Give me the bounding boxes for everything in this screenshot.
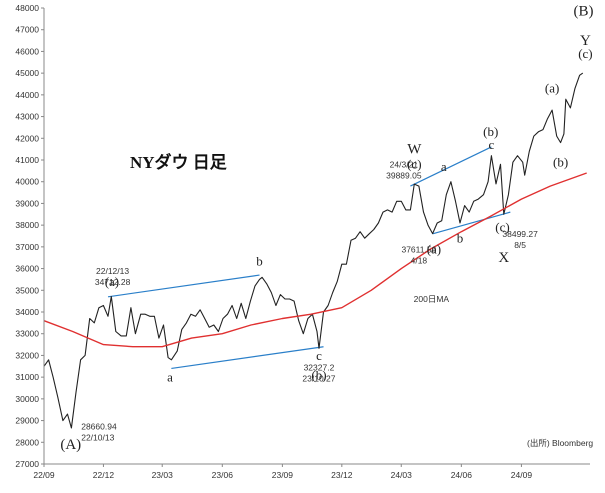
wave-Y: Y	[580, 33, 591, 49]
annotation-line: 32327.2	[304, 363, 335, 373]
date-high-2024: 24/3/21 39889.05	[386, 160, 422, 181]
wave-b-2023: b	[256, 253, 263, 268]
annotation-line: 24/3/21	[390, 160, 419, 170]
x-tick-label: 23/03	[152, 470, 174, 480]
y-tick-label: 34000	[15, 307, 39, 317]
x-tick-label: 22/09	[33, 470, 55, 480]
y-tick-label: 43000	[15, 112, 39, 122]
wave-c-2023: c	[316, 348, 322, 363]
channel-line	[171, 346, 324, 370]
annotation-line: 22/12/13	[96, 266, 129, 276]
wave-c-paren-x: (c)	[495, 220, 509, 235]
y-tick-label: 36000	[15, 264, 39, 274]
annotation-line: 34712.28	[95, 277, 131, 287]
y-tick-label: 33000	[15, 329, 39, 339]
y-tick-label: 27000	[15, 459, 39, 469]
y-tick-label: 29000	[15, 416, 39, 426]
y-tick-label: 38000	[15, 220, 39, 230]
date-high-2022: 22/12/13 34712.28	[95, 266, 131, 287]
series-layer	[43, 72, 587, 429]
x-tick-label: 24/03	[391, 470, 413, 480]
ma200-line	[43, 172, 587, 348]
y-tick-label: 41000	[15, 155, 39, 165]
wave-a-2024: a	[441, 159, 447, 174]
y-tick-label: 31000	[15, 372, 39, 382]
channel-line	[410, 146, 492, 187]
date-low-2022: 28660.94 22/10/13	[81, 421, 117, 442]
wave-c-paren-end: (c)	[578, 46, 592, 61]
y-tick-label: 37000	[15, 242, 39, 252]
y-tick-label: 30000	[15, 394, 39, 404]
wave-B: (B)	[573, 4, 593, 20]
x-tick-label: 24/06	[451, 470, 473, 480]
wave-X: X	[498, 250, 509, 266]
y-axis: 27000 28000 29000 30000 31000 32000 33000 34000…	[15, 3, 44, 469]
price-line	[43, 72, 584, 429]
date-low-2024-aug: 38499.27 8/5	[502, 229, 538, 250]
y-tick-label: 40000	[15, 177, 39, 187]
annotation-line: 4/18	[411, 255, 428, 265]
wave-a-2022: (a)	[105, 274, 119, 289]
y-tick-label: 46000	[15, 46, 39, 56]
wave-b-paren-2024: (b)	[483, 124, 498, 139]
y-tick-label: 35000	[15, 285, 39, 295]
wave-a-2023: a	[167, 369, 173, 384]
channel-line	[107, 274, 260, 298]
annotation-line: 8/5	[514, 240, 526, 250]
annotation-line: 28660.94	[81, 421, 117, 431]
x-axis: 22/09 22/12 23/03 23/06 23/09 23/12 24/03 24/06…	[33, 464, 532, 480]
trend-channels	[107, 146, 511, 370]
wave-W: W	[407, 141, 422, 157]
wave-b-paren: (b)	[311, 367, 326, 382]
date-low-2023: 32327.2 23/10/27	[302, 363, 335, 384]
wave-A: (A)	[60, 437, 81, 453]
y-tick-label: 47000	[15, 25, 39, 35]
y-tick-label: 32000	[15, 350, 39, 360]
wave-c-paren-w: (c)	[407, 157, 421, 172]
y-tick-label: 45000	[15, 68, 39, 78]
channel-line	[432, 211, 511, 235]
y-tick-label: 44000	[15, 90, 39, 100]
annotation-line: 23/10/27	[302, 374, 335, 384]
y-tick-label: 28000	[15, 437, 39, 447]
annotation-line: 22/10/13	[81, 432, 114, 442]
wave-b-2024: b	[457, 231, 464, 246]
y-tick-label: 42000	[15, 133, 39, 143]
date-low-2024-apr: 37611.56 4/18	[401, 244, 436, 265]
wave-b-paren-oct: (b)	[553, 155, 568, 170]
x-tick-label: 23/12	[331, 470, 353, 480]
x-tick-label: 22/12	[93, 470, 115, 480]
wave-labels-layer: (A)(a)bac(b)W(c) a(b)c(a)b(c)X(a)(b)(B)Y(…	[60, 4, 593, 453]
x-tick-label: 24/09	[511, 470, 533, 480]
annotation-line: 37611.56	[401, 244, 436, 254]
wave-a-paren-oct: (a)	[545, 81, 559, 96]
annotation-line: 38499.27	[502, 229, 538, 239]
y-tick-label: 39000	[15, 198, 39, 208]
wave-c-2024: c	[488, 137, 494, 152]
wave-a-paren-2024: (a)	[427, 241, 441, 256]
chart-title: NYダウ 日足	[130, 152, 227, 172]
annotation-line: 39889.05	[386, 171, 422, 181]
ma-label: 200日MA	[414, 294, 450, 304]
y-tick-label: 48000	[15, 3, 39, 13]
x-tick-label: 23/06	[212, 470, 234, 480]
source-label: (出所) Bloomberg	[527, 438, 593, 448]
x-tick-label: 23/09	[272, 470, 294, 480]
